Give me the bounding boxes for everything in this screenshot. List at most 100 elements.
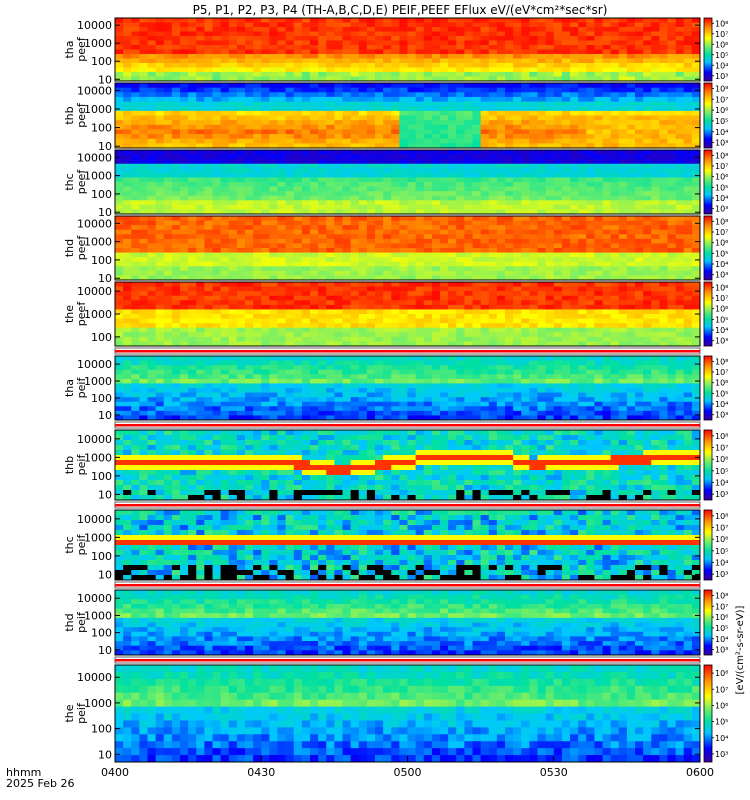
spectrogram-cell — [334, 92, 343, 98]
spectrogram-cell — [399, 191, 408, 197]
spectrogram-cell — [570, 115, 579, 121]
spectrogram-cell — [196, 216, 205, 221]
spectrogram-cell — [464, 92, 473, 98]
spectrogram-cell — [269, 191, 278, 197]
spectrogram-cell — [618, 243, 628, 249]
spectrogram-cell — [415, 124, 425, 130]
spectrogram-cell — [228, 300, 238, 306]
spectrogram-cell — [578, 96, 587, 102]
spectrogram-cell — [383, 27, 392, 32]
spectrogram-cell — [155, 87, 165, 93]
spectrogram-cell — [537, 295, 547, 301]
spectrogram-cell — [513, 195, 522, 201]
spectrogram-cell — [253, 304, 262, 310]
spectrogram-cell — [683, 257, 693, 263]
spectrogram-cell — [326, 150, 335, 155]
spectrogram-cell — [659, 106, 668, 112]
spectrogram-cell — [659, 225, 668, 231]
spectrogram-cell — [285, 31, 295, 37]
spectrogram-cell — [513, 150, 522, 155]
spectrogram-cell — [261, 270, 270, 276]
spectrogram-cell — [204, 300, 213, 306]
spectrogram-cell — [358, 124, 368, 130]
spectrogram-cell — [326, 252, 335, 258]
spectrogram-cell — [285, 216, 295, 221]
spectrogram-cell — [456, 216, 465, 221]
spectrogram-cell — [578, 261, 587, 267]
spectrogram-cell — [318, 341, 327, 347]
spectrogram-cell — [366, 282, 376, 287]
spectrogram-cell — [464, 318, 473, 324]
spectrogram-cell — [643, 200, 652, 206]
spectrogram-cell — [277, 318, 287, 324]
spectrogram-cell — [521, 67, 530, 73]
spectrogram-cell — [358, 159, 368, 165]
spectrogram-cell — [691, 163, 701, 169]
spectrogram-cell — [659, 76, 668, 82]
spectrogram-cell — [480, 101, 490, 107]
spectrogram-cell — [350, 45, 360, 50]
spectrogram-cell — [561, 159, 571, 165]
spectrogram-cell — [423, 309, 433, 315]
spectrogram-cell — [659, 129, 668, 135]
spectrogram-cell — [643, 225, 652, 231]
spectrogram-cell — [163, 18, 173, 23]
spectrogram-cell — [253, 22, 262, 28]
spectrogram-cell — [326, 332, 335, 338]
spectrogram-cell — [488, 216, 498, 221]
spectrogram-cell — [407, 172, 417, 178]
spectrogram-cell — [285, 67, 295, 73]
spectrogram-cell — [147, 154, 157, 160]
spectrogram-cell — [464, 129, 473, 135]
spectrogram-cell — [578, 220, 587, 226]
spectrogram-cell — [431, 304, 441, 310]
spectrogram-cell — [683, 124, 693, 130]
spectrogram-cell — [391, 220, 400, 226]
spectrogram-cell — [147, 341, 157, 347]
spectrogram-cell — [236, 124, 246, 130]
spectrogram-cell — [375, 191, 384, 197]
spectrogram-cell — [561, 327, 571, 333]
spectrogram-cell — [448, 163, 457, 169]
spectrogram-cell — [163, 220, 173, 226]
spectrogram-cell — [123, 115, 132, 121]
spectrogram-cell — [301, 36, 311, 41]
spectrogram-cell — [375, 318, 384, 324]
spectrogram-cell — [488, 252, 498, 258]
spectrogram-cell — [180, 314, 189, 319]
spectrogram-cell — [342, 120, 352, 126]
spectrogram-cell — [115, 101, 124, 107]
spectrogram-cell — [651, 195, 660, 201]
spectrogram-cell — [407, 266, 417, 272]
spectrogram-cell — [399, 40, 408, 46]
spectrogram-cell — [391, 72, 400, 77]
spectrogram-cell — [253, 318, 262, 324]
spectrogram-cell — [448, 124, 457, 130]
spectrogram-cell — [277, 49, 287, 55]
spectrogram-cell — [220, 286, 230, 292]
spectrogram-cell — [236, 159, 246, 165]
spectrogram-cell — [236, 110, 246, 116]
spectrogram-cell — [505, 143, 514, 149]
spectrogram-cell — [586, 120, 595, 126]
spectrogram-cell — [496, 336, 506, 342]
spectrogram-cell — [131, 45, 140, 50]
spectrogram-cell — [366, 200, 376, 206]
spectrogram-cell — [488, 229, 498, 235]
spectrogram-cell — [448, 225, 457, 231]
spectrogram-cell — [383, 257, 392, 263]
spectrogram-cell — [561, 182, 571, 187]
spectrogram-cell — [269, 27, 278, 32]
spectrogram-cell — [423, 101, 433, 107]
spectrogram-cell — [610, 238, 620, 244]
spectrogram-cell — [578, 31, 587, 37]
spectrogram-cell — [375, 154, 384, 160]
spectrogram-cell — [147, 332, 157, 338]
spectrogram-cell — [228, 54, 238, 59]
spectrogram-cell — [391, 252, 400, 258]
spectrogram-cell — [521, 314, 530, 319]
spectrogram-cell — [318, 261, 327, 267]
spectrogram-cell — [618, 154, 628, 160]
spectrogram-cell — [610, 22, 620, 28]
spectrogram-cell — [635, 150, 644, 155]
